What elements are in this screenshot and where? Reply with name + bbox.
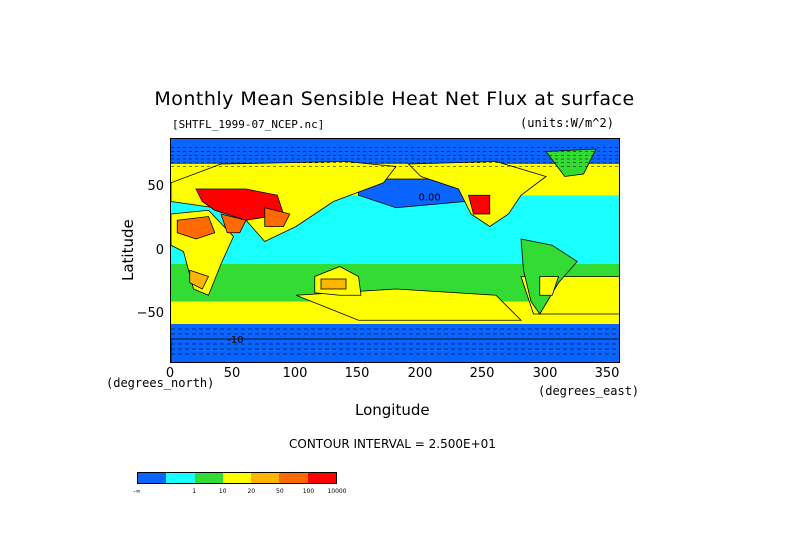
x-tick-350: 350 xyxy=(594,366,620,381)
south-america-south-zone xyxy=(539,276,560,296)
x-tick-150: 150 xyxy=(344,366,370,381)
flux-map: 0.00 -10 xyxy=(171,139,619,362)
colorbar-tick-label: 1 xyxy=(192,488,197,495)
x-tick-300: 300 xyxy=(532,366,558,381)
heatmap-plot-area: 0.00 -10 xyxy=(170,138,620,363)
colorbar-tick-label: 100 xyxy=(302,488,315,495)
southern-africa-zone xyxy=(189,269,210,290)
y-tick-minus50: −50 xyxy=(136,306,164,321)
x-tick-200: 200 xyxy=(407,366,433,381)
colorbar xyxy=(137,472,337,484)
contour-annotation-minus10: -10 xyxy=(227,335,243,346)
colorbar-swatch xyxy=(166,473,195,483)
x-tick-50: 50 xyxy=(223,366,241,381)
antarctica-landmass xyxy=(171,338,619,362)
north-america-landmass xyxy=(407,161,547,227)
contour-annotation-zero: 0.00 xyxy=(419,192,441,203)
greenland-landmass xyxy=(545,148,597,177)
x-units-label: (degrees_east) xyxy=(538,384,640,398)
x-tick-250: 250 xyxy=(469,366,495,381)
chart-title: Monthly Mean Sensible Heat Net Flux at s… xyxy=(154,88,635,110)
x-tick-100: 100 xyxy=(282,366,308,381)
colorbar-tick-label: 50 xyxy=(276,488,284,495)
australia-interior-zone xyxy=(320,278,347,290)
contour-interval-label: CONTOUR INTERVAL = 2.500E+01 xyxy=(289,437,496,451)
colorbar-swatch xyxy=(222,473,252,483)
colorbar-tick-label: 10000 xyxy=(327,488,347,495)
file-label: [SHTFL_1999-07_NCEP.nc] xyxy=(172,118,325,131)
units-label: (units:W/m^2) xyxy=(520,116,614,130)
y-axis-label: Latitude xyxy=(119,219,137,281)
colorbar-swatch xyxy=(138,473,167,483)
colorbar-tick-label: -∞ xyxy=(133,488,141,495)
x-axis-label: Longitude xyxy=(355,401,430,419)
y-tick-50: 50 xyxy=(147,179,164,194)
india-zone xyxy=(264,207,291,227)
y-units-label: (degrees_north) xyxy=(106,376,215,390)
y-tick-0: 0 xyxy=(155,243,164,258)
colorbar-swatch xyxy=(251,473,280,483)
colorbar-swatch xyxy=(194,473,223,483)
colorbar-tick-label: 10 xyxy=(218,488,227,495)
western-us-hot-zone xyxy=(467,194,491,215)
south-pacific-yellow-zone xyxy=(295,288,522,321)
colorbar-tick-label: 20 xyxy=(247,488,256,495)
x-tick-0: 0 xyxy=(165,366,175,381)
colorbar-swatch xyxy=(307,473,336,483)
colorbar-swatch xyxy=(279,473,308,483)
eurasia-landmass xyxy=(171,161,397,242)
sahara-hot-zone xyxy=(176,216,216,240)
arabia-zone xyxy=(220,213,247,234)
